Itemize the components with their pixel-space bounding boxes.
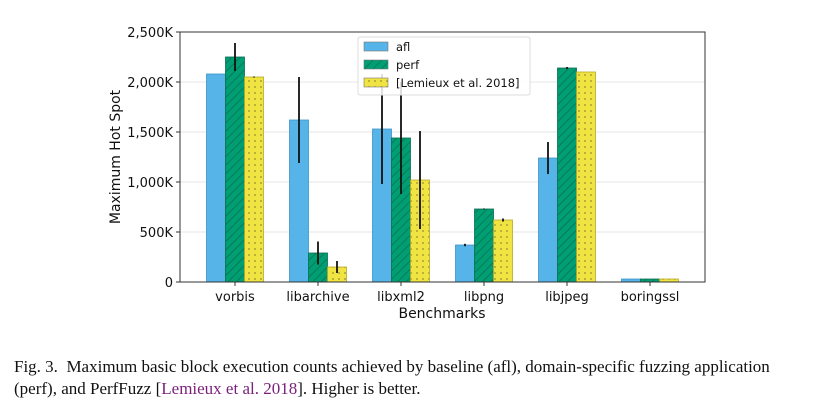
bar-perf-vorbis xyxy=(225,56,245,283)
bar--lemieux-et-al-2018--vorbis xyxy=(244,76,264,283)
legend-swatch xyxy=(363,41,389,52)
y-axis: 0 500K 1,000K 1,500K 2,000K 2,500K xyxy=(127,26,180,291)
citation-link[interactable]: Lemieux et al. 2018 xyxy=(161,379,298,398)
figure-caption: Fig. 3. Maximum basic block execution co… xyxy=(14,356,809,400)
x-tick-label: vorbis xyxy=(215,290,255,305)
x-tick-label: libpng xyxy=(464,290,504,305)
y-tick-label: 1,000K xyxy=(127,176,173,191)
legend-box xyxy=(357,36,531,96)
caption-label: Fig. 3. xyxy=(14,357,58,376)
legend-label: [Lemieux et al. 2018] xyxy=(396,76,520,90)
bar-afl-libpng xyxy=(455,244,475,283)
legend-label: afl xyxy=(396,40,410,54)
y-tick-label: 2,000K xyxy=(127,76,173,91)
x-tick-label: boringssl xyxy=(621,290,680,305)
y-tick-label: 1,500K xyxy=(127,126,173,141)
bar-perf-libjpeg xyxy=(557,67,577,283)
y-tick-label: 0 xyxy=(165,276,173,291)
legend-swatch xyxy=(363,77,389,88)
legend-label: perf xyxy=(396,58,420,72)
plot-frame xyxy=(179,31,706,283)
legend-swatch xyxy=(363,59,389,70)
x-tick-label: libxml2 xyxy=(377,290,425,305)
bar--lemieux-et-al-2018--libjpeg xyxy=(576,71,596,283)
caption-text-end: ]. Higher is better. xyxy=(297,379,421,398)
y-tick-label: 2,500K xyxy=(127,26,173,41)
bar-perf-libpng xyxy=(474,208,494,283)
bar--lemieux-et-al-2018--libpng xyxy=(493,219,513,283)
bar-chart: 0 500K 1,000K 1,500K 2,000K 2,500K vorbis liba… xyxy=(108,26,706,322)
x-axis-label: Benchmarks xyxy=(398,306,485,322)
legend: afl perf [Lemieux et al. 2018] xyxy=(357,36,531,96)
y-axis-label: Maximum Hot Spot xyxy=(108,89,124,224)
caption-text: Maximum basic block execution counts ach… xyxy=(14,357,770,398)
bar-afl-vorbis xyxy=(206,73,226,283)
x-tick-label: libjpeg xyxy=(545,290,589,305)
x-axis: vorbis libarchive libxml2 libpng libjpeg bori… xyxy=(215,282,679,305)
y-tick-label: 500K xyxy=(140,226,174,241)
x-tick-label: libarchive xyxy=(286,290,349,305)
bar-afl-libjpeg xyxy=(538,157,558,283)
